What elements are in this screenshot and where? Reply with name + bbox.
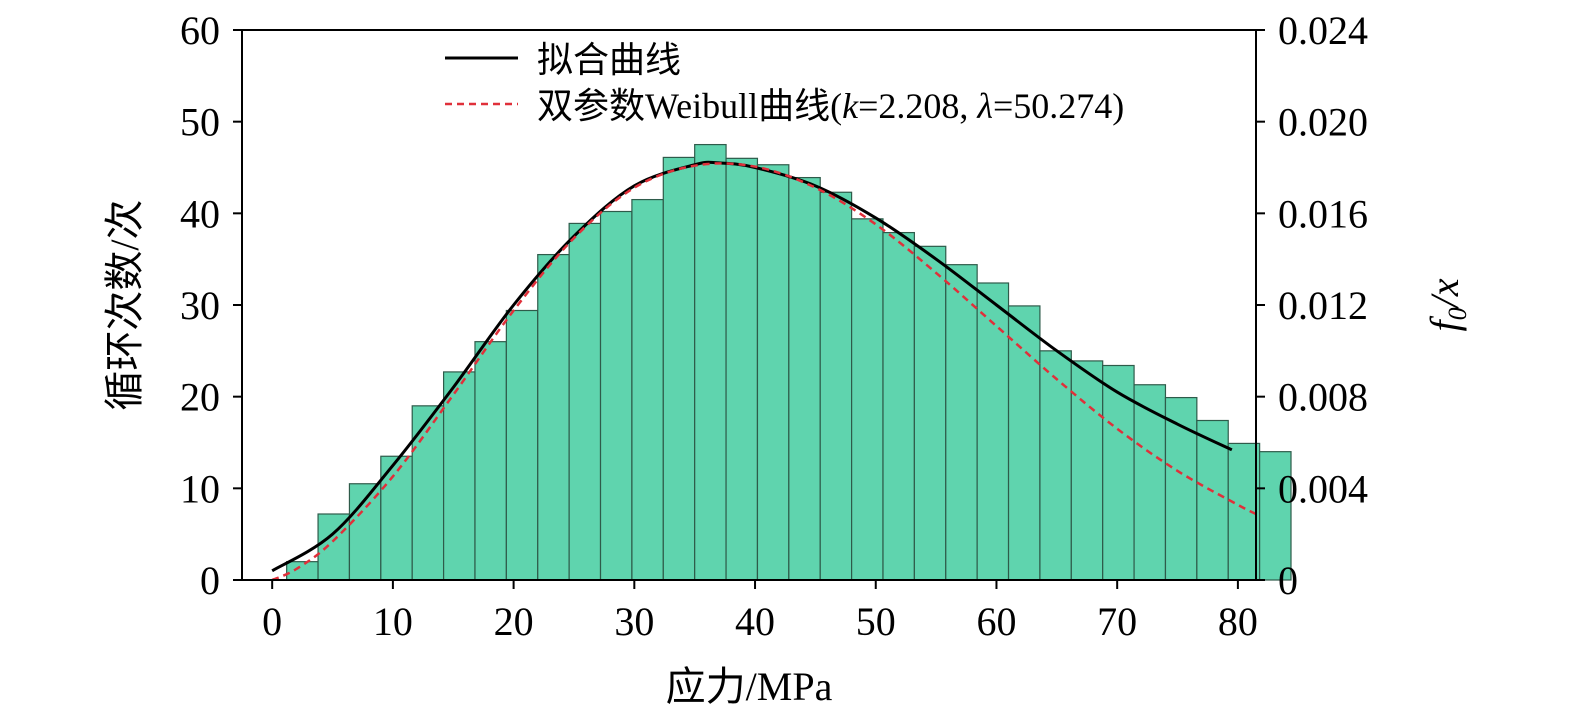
y-tick-label: 40 bbox=[180, 191, 220, 236]
y-tick-label: 30 bbox=[180, 283, 220, 328]
y-tick-label: 50 bbox=[180, 100, 220, 145]
histogram-bar bbox=[1102, 364, 1135, 581]
y2-tick-label: 0.020 bbox=[1278, 100, 1368, 145]
histogram-bar bbox=[1039, 350, 1072, 581]
legend-weibull-lambda-symbol: λ bbox=[976, 86, 993, 126]
x-tick-label: 30 bbox=[614, 599, 654, 644]
x-axis-title: 应力/MPa bbox=[666, 664, 833, 709]
curves bbox=[271, 160, 1257, 582]
histogram-bar bbox=[788, 176, 821, 581]
histogram-bar bbox=[505, 309, 539, 581]
histogram-bar bbox=[1070, 360, 1104, 581]
histogram-bar bbox=[756, 164, 790, 581]
y-tick-label: 10 bbox=[180, 466, 220, 511]
histogram-bar bbox=[599, 210, 633, 581]
legend-weibull-label: 双参数Weibull曲线(k=2.208, λ=50.274) bbox=[537, 86, 1124, 126]
histogram-bar bbox=[1259, 451, 1292, 581]
fit-curve bbox=[271, 160, 1233, 573]
y-axis-title: 循环次数/次 bbox=[102, 199, 147, 410]
histogram-bar bbox=[1133, 384, 1167, 581]
legend-weibull-k-symbol: k bbox=[842, 86, 859, 126]
histogram-bar bbox=[1227, 442, 1261, 581]
legend-fit-label: 拟合曲线 bbox=[537, 40, 681, 80]
x-tick-label: 20 bbox=[494, 599, 534, 644]
histogram-bar bbox=[725, 157, 759, 581]
y2-tick-label: 0.024 bbox=[1278, 8, 1368, 53]
y2-tick-label: 0.012 bbox=[1278, 283, 1368, 328]
histogram-bar bbox=[882, 231, 915, 581]
y2-axis-title-tail: /x bbox=[1422, 278, 1467, 309]
y-tick-label: 20 bbox=[180, 375, 220, 420]
y2-tick-label: 0.004 bbox=[1278, 466, 1368, 511]
legend-weibull-lambda-value: =50.274) bbox=[993, 86, 1124, 126]
histogram-bar bbox=[631, 198, 664, 581]
histogram-bar bbox=[819, 191, 853, 581]
histogram-bar bbox=[286, 561, 319, 581]
x-tick-label: 40 bbox=[735, 599, 775, 644]
x-tick-label: 60 bbox=[976, 599, 1016, 644]
y2-tick-label: 0.016 bbox=[1278, 191, 1368, 236]
y-tick-label: 0 bbox=[200, 558, 220, 603]
histogram-bar bbox=[694, 143, 727, 581]
y2-axis-title-sub: 0 bbox=[1443, 307, 1472, 320]
legend: 拟合曲线 双参数Weibull曲线(k=2.208, λ=50.274) bbox=[445, 40, 1124, 126]
ticks bbox=[233, 29, 1265, 589]
y-tick-label: 60 bbox=[180, 8, 220, 53]
histogram-bar bbox=[474, 341, 507, 581]
tick-labels: 0 10 20 30 40 50 60 70 80 0 10 20 30 40 50 60 0 0.004 0.00… bbox=[180, 8, 1368, 644]
y2-tick-label: 0.008 bbox=[1278, 375, 1368, 420]
histogram-bar bbox=[568, 222, 602, 581]
y2-axis-title: f0/x bbox=[1422, 278, 1472, 331]
x-tick-label: 10 bbox=[373, 599, 413, 644]
histogram-bar bbox=[976, 282, 1010, 581]
histogram-bar bbox=[317, 513, 351, 581]
histogram-bar bbox=[913, 245, 947, 581]
y2-tick-label: 0 bbox=[1278, 558, 1298, 603]
x-tick-label: 70 bbox=[1097, 599, 1137, 644]
histogram-bar bbox=[537, 253, 570, 581]
histogram-bar bbox=[945, 264, 978, 581]
legend-weibull-prefix: 双参数Weibull曲线( bbox=[537, 86, 842, 126]
legend-weibull-k-value: =2.208, bbox=[858, 86, 977, 126]
histogram-bar bbox=[1007, 305, 1041, 581]
histogram-bar bbox=[851, 218, 884, 581]
histogram-bar bbox=[662, 156, 696, 581]
x-tick-label: 50 bbox=[856, 599, 896, 644]
x-tick-label: 80 bbox=[1218, 599, 1258, 644]
histogram-bars bbox=[286, 143, 1292, 581]
x-tick-label: 0 bbox=[262, 599, 282, 644]
